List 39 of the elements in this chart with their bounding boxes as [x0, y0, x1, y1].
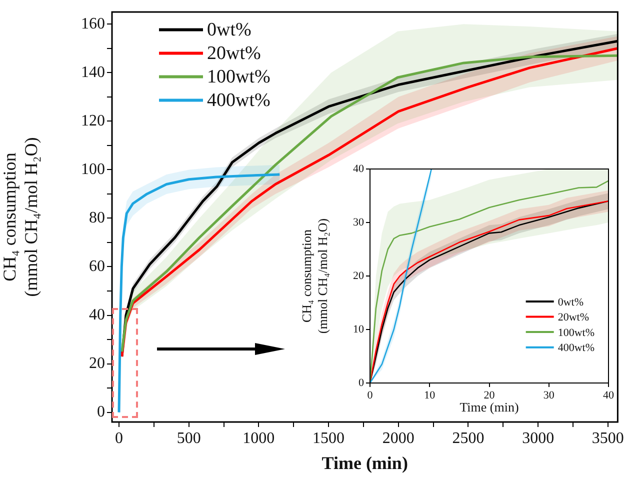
- y-axis-title: CH₄ consumption (mmol CH₄/mol H₂O): [0, 137, 42, 297]
- x-axis-title: Time (min): [322, 452, 408, 473]
- x-tick-label: 0: [114, 430, 123, 447]
- legend-label: 20wt%: [558, 312, 590, 324]
- x-tick-label: 3000: [522, 430, 554, 447]
- x-axis-title: Time (min): [460, 400, 519, 415]
- x-tick-label: 2500: [452, 430, 484, 447]
- x-tick-label: 3500: [592, 430, 624, 447]
- x-tick-label: 500: [176, 430, 201, 447]
- y-tick-label: 0: [97, 404, 105, 420]
- x-tick-label: 20: [484, 389, 496, 402]
- y-tick-label: 120: [81, 112, 105, 130]
- x-tick-label: 10: [424, 389, 436, 402]
- y-tick-label: 10: [353, 323, 364, 336]
- y-axis-title: CH₄ consumption (mmol CH₄/mol H₂O): [299, 218, 330, 334]
- legend-label: 100wt%: [207, 66, 270, 88]
- x-tick-label: 1000: [242, 430, 275, 447]
- legend-label: 0wt%: [207, 20, 252, 41]
- y-tick-label: 20: [353, 270, 364, 282]
- x-tick-label: 30: [543, 389, 555, 402]
- y-tick-label: 0: [358, 376, 364, 389]
- legend-label: 100wt%: [558, 326, 595, 339]
- x-tick-label: 0: [367, 389, 374, 402]
- x-tick-label: 2000: [382, 430, 414, 447]
- y-tick-label: 140: [81, 64, 105, 81]
- y-tick-label: 40: [89, 306, 105, 324]
- y-tick-label: 60: [89, 258, 105, 275]
- legend-label: 0wt%: [558, 296, 584, 308]
- y-tick-label: 30: [353, 216, 364, 228]
- legend-label: 400wt%: [558, 342, 595, 354]
- legend-label: 20wt%: [207, 43, 261, 64]
- x-tick-label: 40: [603, 389, 614, 402]
- y-tick-label: 40: [353, 162, 364, 175]
- y-tick-label: 160: [81, 15, 105, 32]
- y-tick-label: 100: [81, 160, 105, 178]
- y-tick-label: 20: [89, 354, 105, 372]
- legend-label: 400wt%: [207, 90, 270, 112]
- y-tick-label: 80: [89, 209, 105, 226]
- x-tick-label: 1500: [312, 430, 345, 447]
